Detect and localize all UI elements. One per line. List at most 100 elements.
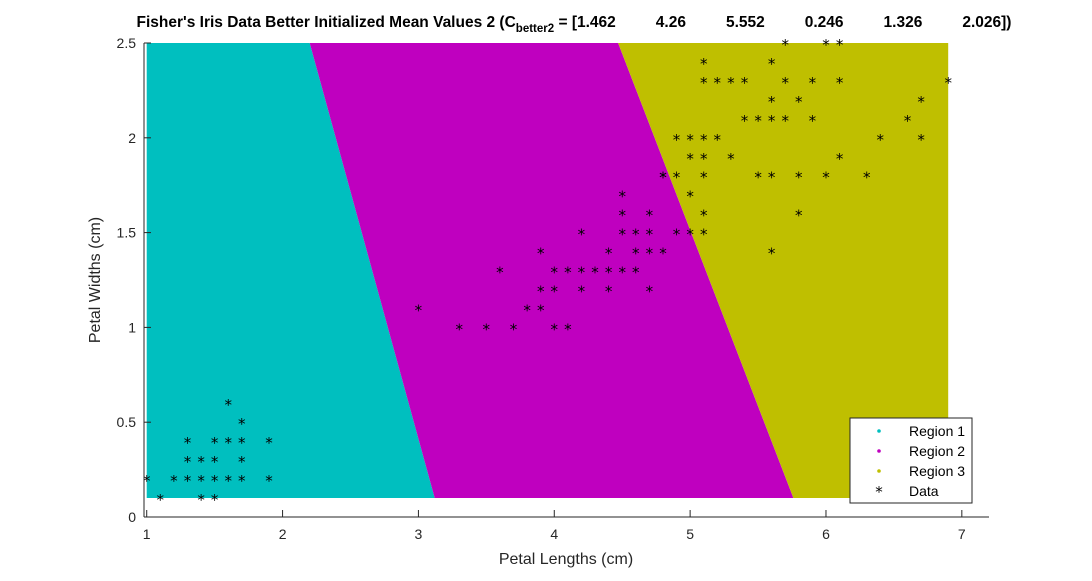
title-value-3: 5.552 bbox=[726, 14, 765, 31]
y-axis-label: Petal Widths (cm) bbox=[87, 217, 104, 343]
legend-label-data: Data bbox=[909, 483, 939, 499]
data-point: * bbox=[265, 434, 273, 452]
data-point: * bbox=[537, 301, 545, 319]
data-point: * bbox=[917, 131, 925, 149]
y-tick-label: 0 bbox=[128, 509, 136, 525]
title-prefix: Fisher's Iris Data Better Initialized Me… bbox=[137, 14, 516, 31]
data-point: * bbox=[944, 74, 952, 92]
legend-marker-region-1 bbox=[877, 429, 881, 433]
data-point: * bbox=[700, 55, 708, 73]
data-point: * bbox=[863, 169, 871, 187]
legend-label-region-1: Region 1 bbox=[909, 423, 965, 439]
data-point: * bbox=[673, 169, 681, 187]
data-point: * bbox=[551, 264, 559, 282]
data-point: * bbox=[618, 207, 626, 225]
title-value-6: 2.026]) bbox=[962, 14, 1011, 31]
legend-label-region-3: Region 3 bbox=[909, 463, 965, 479]
x-tick-label: 4 bbox=[550, 526, 558, 542]
legend-label-region-2: Region 2 bbox=[909, 443, 965, 459]
data-point: * bbox=[646, 226, 654, 244]
data-point: * bbox=[809, 112, 817, 130]
data-point: * bbox=[591, 264, 599, 282]
data-point: * bbox=[551, 320, 559, 338]
data-point: * bbox=[510, 320, 518, 338]
data-point: * bbox=[455, 320, 463, 338]
data-point: * bbox=[184, 472, 192, 490]
data-point: * bbox=[551, 283, 559, 301]
data-point: * bbox=[700, 74, 708, 92]
data-point: * bbox=[700, 131, 708, 149]
title-value-1: [1.462 bbox=[572, 14, 616, 31]
title-equals: = bbox=[554, 14, 572, 31]
data-point: * bbox=[700, 207, 708, 225]
data-point: * bbox=[768, 169, 776, 187]
data-point: * bbox=[754, 112, 762, 130]
data-point: * bbox=[768, 112, 776, 130]
data-point: * bbox=[184, 434, 192, 452]
legend-marker-data: * bbox=[875, 483, 883, 501]
data-point: * bbox=[781, 36, 789, 54]
legend: Region 1 Region 2 Region 3 * Data bbox=[849, 417, 973, 504]
data-point: * bbox=[686, 150, 694, 168]
data-point: * bbox=[714, 131, 722, 149]
region-3 bbox=[618, 43, 949, 498]
legend-marker-region-2 bbox=[877, 449, 881, 453]
data-point: * bbox=[618, 188, 626, 206]
data-point: * bbox=[143, 472, 151, 490]
x-tick-label: 7 bbox=[958, 526, 966, 542]
y-tick-label: 1 bbox=[128, 319, 136, 335]
data-point: * bbox=[211, 453, 219, 471]
data-point: * bbox=[523, 301, 531, 319]
plot-area: *** ********************* **** ************… bbox=[117, 35, 989, 542]
data-point: * bbox=[265, 472, 273, 490]
x-tick-label: 6 bbox=[822, 526, 830, 542]
data-point: * bbox=[646, 245, 654, 263]
data-point: * bbox=[686, 188, 694, 206]
y-tick-label: 2 bbox=[128, 130, 136, 146]
data-point: * bbox=[184, 453, 192, 471]
region-1 bbox=[146, 43, 435, 498]
data-point: * bbox=[238, 434, 246, 452]
data-point: * bbox=[211, 434, 219, 452]
data-point: * bbox=[578, 283, 586, 301]
data-point: * bbox=[224, 472, 232, 490]
data-point: * bbox=[170, 472, 178, 490]
data-point: * bbox=[197, 491, 205, 509]
title-value-2: 4.26 bbox=[656, 14, 687, 31]
data-point: * bbox=[564, 264, 572, 282]
x-tick-label: 5 bbox=[686, 526, 694, 542]
y-tick-label: 1.5 bbox=[117, 225, 137, 241]
data-point: * bbox=[238, 472, 246, 490]
legend-marker-region-3 bbox=[877, 469, 881, 473]
data-point: * bbox=[632, 264, 640, 282]
region-2 bbox=[309, 43, 794, 498]
data-point: * bbox=[632, 245, 640, 263]
legend-box bbox=[849, 417, 973, 504]
data-point: * bbox=[836, 74, 844, 92]
data-point: * bbox=[822, 169, 830, 187]
y-tick-label: 0.5 bbox=[117, 414, 137, 430]
data-point: * bbox=[224, 434, 232, 452]
data-point: * bbox=[659, 245, 667, 263]
data-point: * bbox=[632, 226, 640, 244]
data-point: * bbox=[700, 226, 708, 244]
data-point: * bbox=[496, 264, 504, 282]
title-value-5: 1.326 bbox=[884, 14, 923, 31]
x-tick-label: 2 bbox=[279, 526, 287, 542]
data-point: * bbox=[238, 453, 246, 471]
y-tick-label: 2.5 bbox=[117, 35, 137, 51]
data-point: * bbox=[781, 74, 789, 92]
data-point: * bbox=[700, 150, 708, 168]
x-axis-label: Petal Lengths (cm) bbox=[499, 551, 633, 568]
data-point: * bbox=[605, 245, 613, 263]
data-point: * bbox=[578, 264, 586, 282]
data-point: * bbox=[795, 169, 803, 187]
data-point: * bbox=[618, 226, 626, 244]
data-point: * bbox=[741, 112, 749, 130]
data-point: * bbox=[781, 112, 789, 130]
data-point: * bbox=[768, 245, 776, 263]
data-point: * bbox=[415, 301, 423, 319]
data-point: * bbox=[836, 150, 844, 168]
data-point: * bbox=[646, 207, 654, 225]
